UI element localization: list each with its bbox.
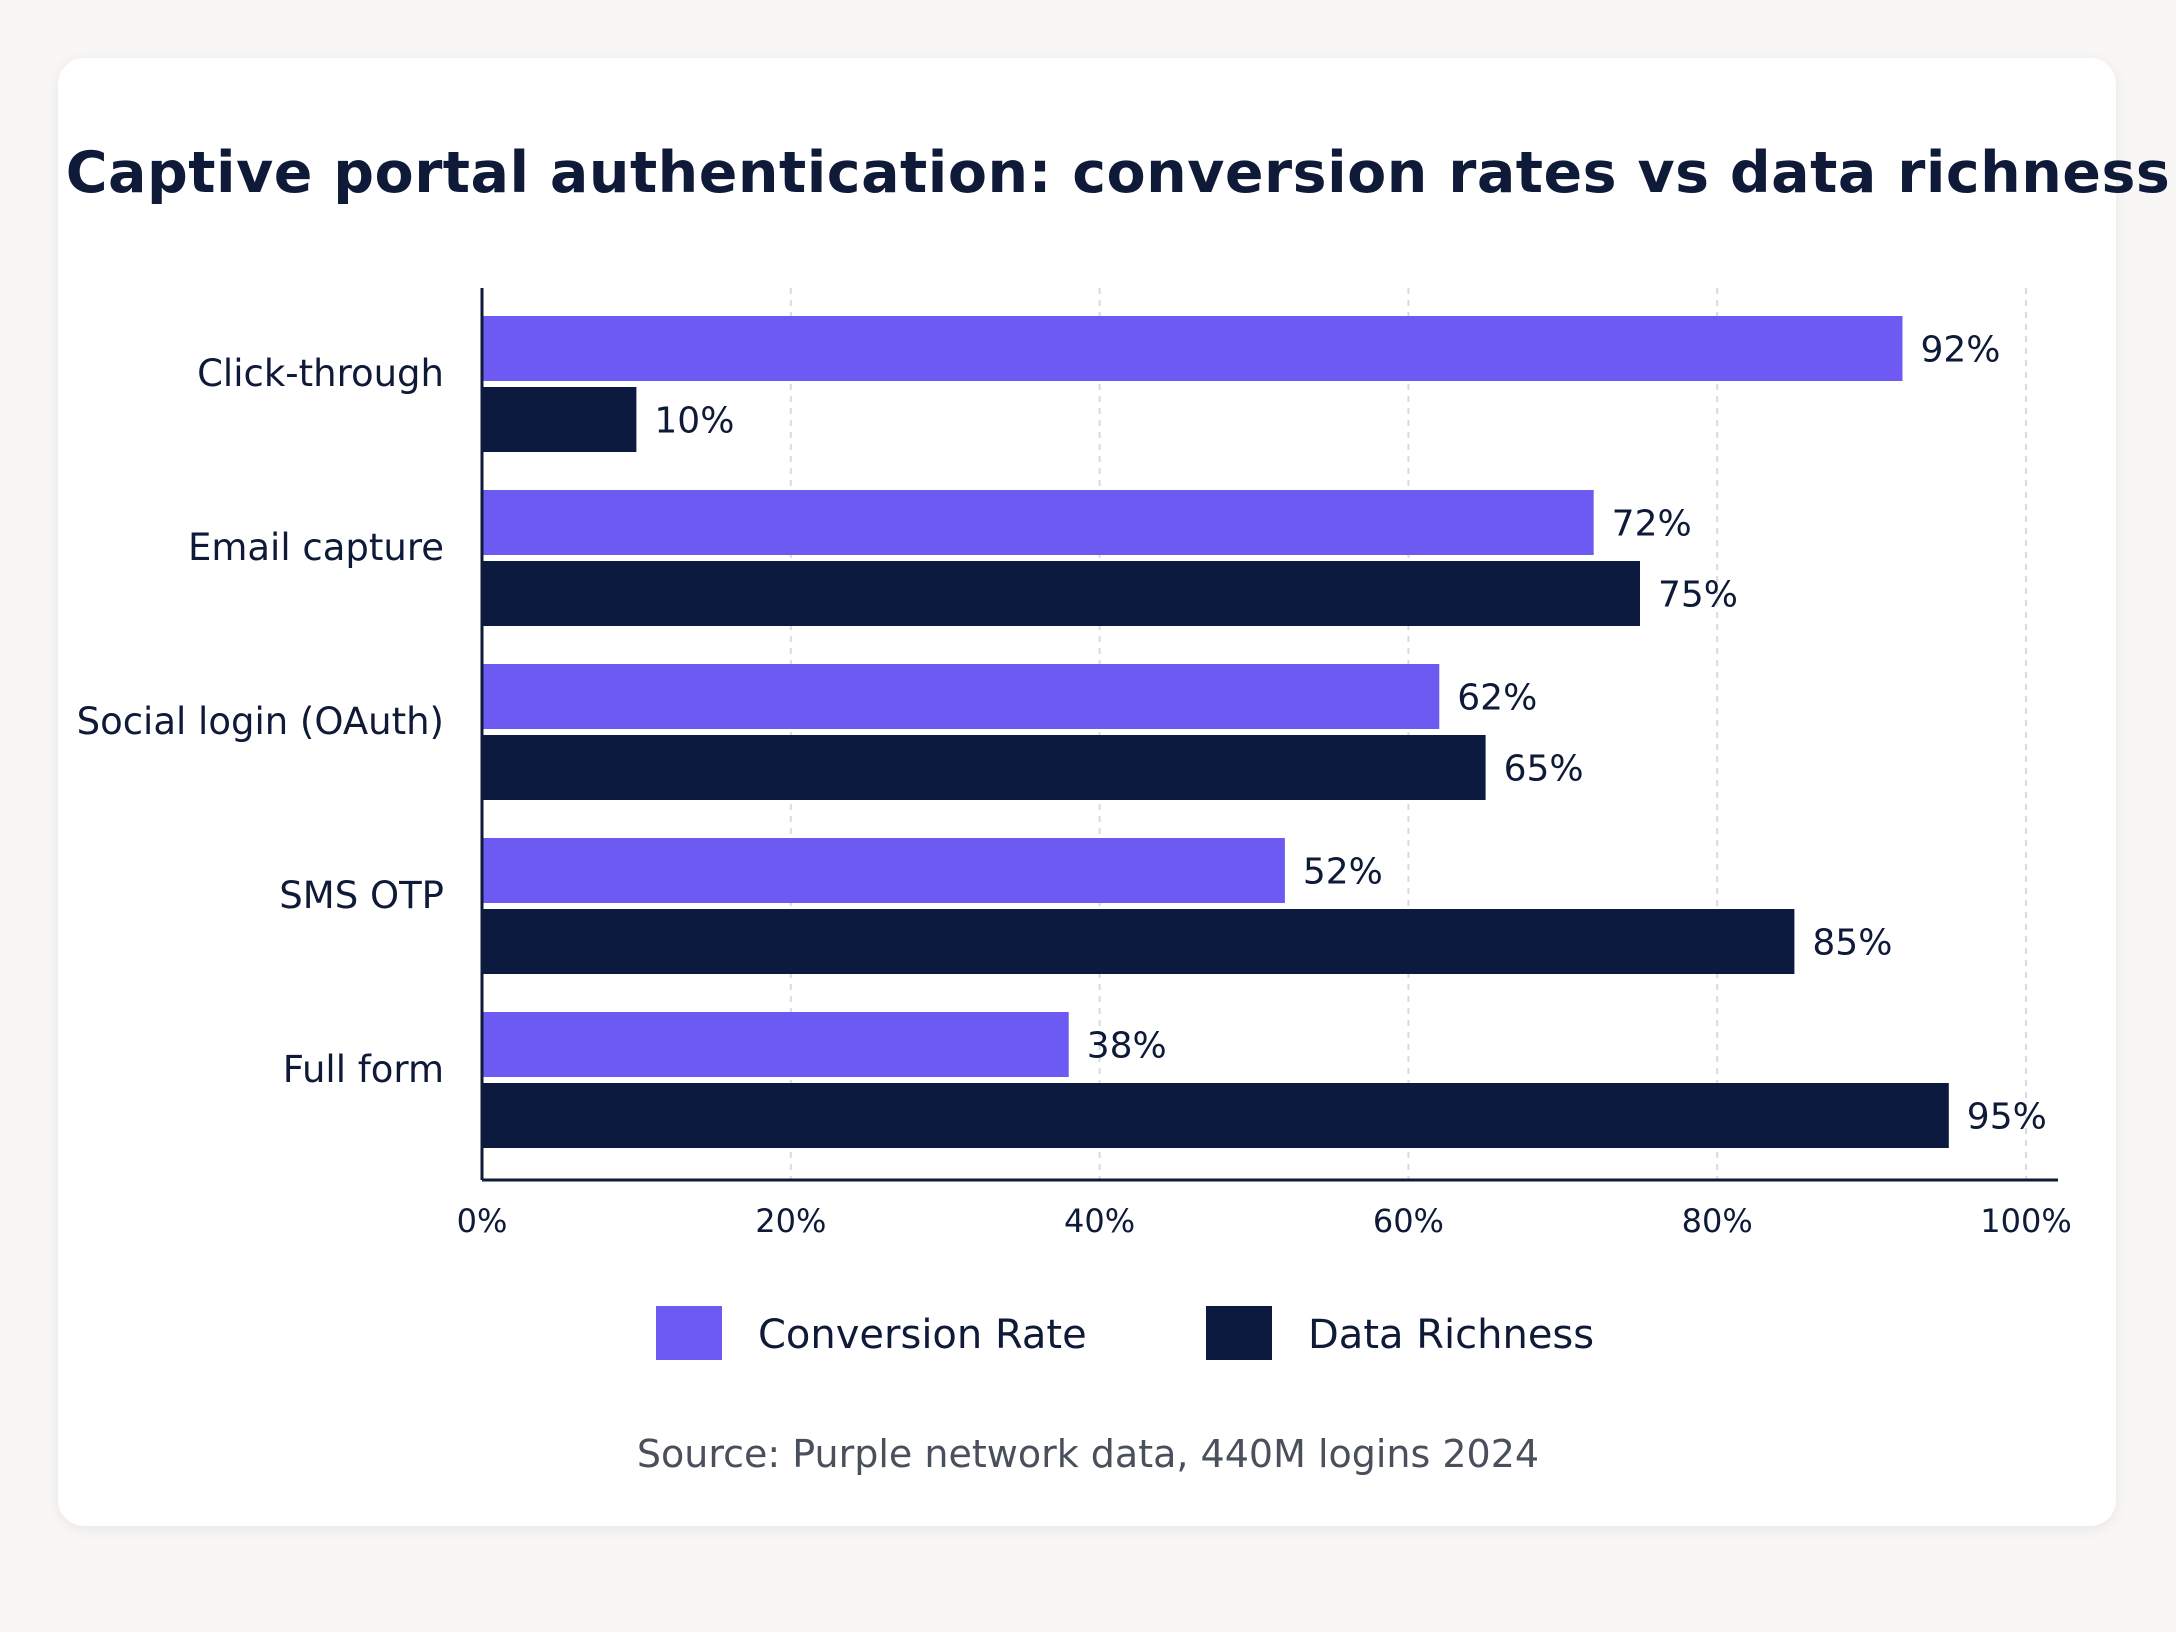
category-label: SMS OTP [279, 874, 444, 917]
bar [482, 1012, 1069, 1077]
value-label: 95% [1967, 1097, 2047, 1138]
category-labels: Click-through Email capture Social login (… [77, 352, 444, 1091]
category-label: Click-through [197, 352, 444, 395]
value-label: 10% [654, 401, 734, 442]
bar [482, 490, 1594, 555]
bar [482, 316, 1903, 381]
chart-title: Captive portal authentication: conversio… [65, 140, 2171, 206]
value-label: 62% [1457, 678, 1537, 719]
legend-label: Conversion Rate [758, 1312, 1087, 1358]
legend-label: Data Richness [1308, 1312, 1594, 1358]
bar [482, 387, 637, 452]
value-label: 72% [1612, 504, 1692, 545]
value-label: 38% [1087, 1026, 1167, 1067]
source-note: Source: Purple network data, 440M logins… [636, 1432, 1540, 1476]
value-label: 85% [1812, 923, 1892, 964]
legend-swatch [1206, 1306, 1272, 1360]
value-label: 65% [1504, 749, 1584, 790]
x-tick-label: 100% [1980, 1202, 2071, 1240]
x-tick-label: 20% [755, 1202, 826, 1240]
category-label: Email capture [188, 526, 444, 569]
bar [482, 909, 1795, 974]
axes [480, 288, 2058, 1182]
value-label: 52% [1303, 852, 1383, 893]
value-label: 75% [1658, 575, 1738, 616]
bar [482, 561, 1640, 626]
value-labels: 92% 10% 72% 75% 62% 65% 52% 85% 38% 95% [654, 330, 2046, 1138]
gridlines [789, 288, 2027, 1180]
x-tick-label: 80% [1682, 1202, 1753, 1240]
x-tick-label: 40% [1064, 1202, 1135, 1240]
bar [482, 838, 1285, 903]
legend: Conversion Rate Data Richness [656, 1306, 1594, 1360]
value-label: 92% [1920, 330, 2000, 371]
x-tick-labels: 0% 20% 40% 60% 80% 100% [457, 1202, 2072, 1240]
bar [482, 1083, 1949, 1148]
bar [482, 664, 1440, 729]
category-label: Full form [283, 1048, 444, 1091]
category-label: Social login (OAuth) [77, 700, 444, 743]
legend-swatch [656, 1306, 722, 1360]
bars [482, 316, 1949, 1148]
x-tick-label: 0% [457, 1202, 508, 1240]
bar [482, 735, 1486, 800]
x-tick-label: 60% [1373, 1202, 1444, 1240]
